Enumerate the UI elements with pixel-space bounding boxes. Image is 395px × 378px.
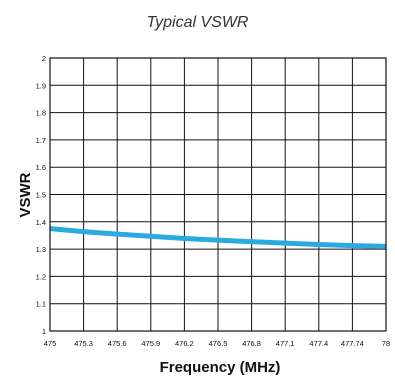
x-tick-label: 475.3 bbox=[74, 339, 93, 348]
x-tick-label: 78 bbox=[382, 339, 390, 348]
y-tick-label: 1.9 bbox=[36, 81, 46, 90]
x-tick-label: 476.8 bbox=[242, 339, 261, 348]
y-tick-label: 2 bbox=[42, 54, 46, 63]
y-tick-label: 1 bbox=[42, 327, 46, 336]
x-tick-label: 477.74 bbox=[341, 339, 364, 348]
y-tick-label: 1.7 bbox=[36, 136, 46, 145]
grid bbox=[50, 58, 386, 331]
y-tick-label: 1.5 bbox=[36, 191, 46, 200]
chart-title: Typical VSWR bbox=[146, 14, 249, 31]
x-tick-label: 476.2 bbox=[175, 339, 194, 348]
series-layer bbox=[49, 226, 387, 249]
y-axis-label: VSWR bbox=[17, 172, 34, 217]
y-tick-label: 1.1 bbox=[36, 300, 46, 309]
y-tick-label: 1.6 bbox=[36, 163, 46, 172]
y-tick-labels: 1 1.1 1.2 1.3 1.4 1.5 1.6 1.7 1.8 1.9 2 bbox=[36, 54, 46, 336]
plot-border bbox=[49, 57, 387, 332]
x-tick-label: 475.9 bbox=[141, 339, 160, 348]
y-tick-label: 1.4 bbox=[36, 218, 46, 227]
x-tick-label: 476.5 bbox=[209, 339, 228, 348]
vswr-series-line bbox=[49, 226, 387, 249]
y-tick-label: 1.3 bbox=[36, 245, 46, 254]
x-tick-label: 477.4 bbox=[309, 339, 328, 348]
y-tick-label: 1.2 bbox=[36, 272, 46, 281]
x-tick-label: 475.6 bbox=[108, 339, 127, 348]
y-tick-label: 1.8 bbox=[36, 109, 46, 118]
x-axis-label: Frequency (MHz) bbox=[160, 359, 281, 376]
plot-frame bbox=[49, 57, 387, 332]
x-tick-label: 475 bbox=[44, 339, 57, 348]
x-tick-label: 477.1 bbox=[276, 339, 295, 348]
x-tick-labels: 475 475.3 475.6 475.9 476.2 476.5 476.8 477.1 47… bbox=[44, 339, 390, 348]
